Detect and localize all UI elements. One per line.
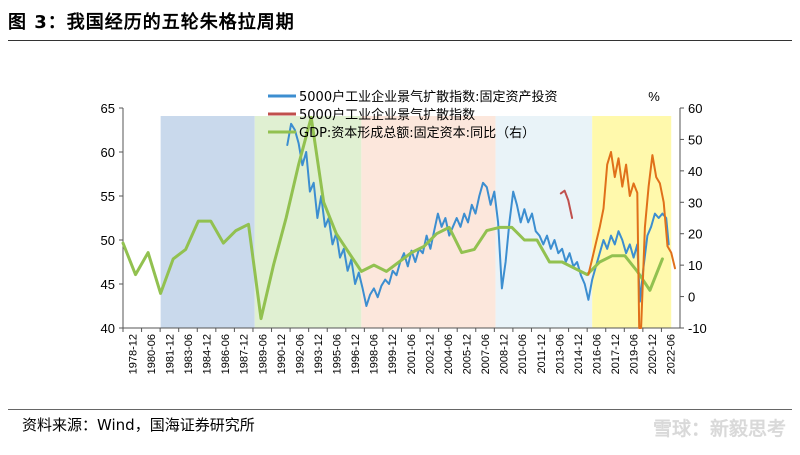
left-tick-label: 45 xyxy=(101,277,115,292)
right-tick-label: 60 xyxy=(688,101,702,116)
x-tick-label: 2010-06 xyxy=(517,334,529,374)
watermark-text: 雪球：新毅思考 xyxy=(652,418,786,440)
x-tick-label: 2007-06 xyxy=(480,334,492,374)
x-tick-label: 2014-12 xyxy=(573,334,585,374)
x-tick-label: 1987-12 xyxy=(239,334,251,374)
legend-label-1: 5000户工业企业景气扩散指数:固定资产投资 xyxy=(299,89,557,105)
x-tick-label: 1996-12 xyxy=(350,334,362,374)
right-axis-unit: % xyxy=(648,89,660,104)
cycle-band-5 xyxy=(592,116,672,328)
x-tick-label: 1986-06 xyxy=(220,334,232,374)
left-tick-label: 65 xyxy=(101,101,115,116)
footer-rule xyxy=(8,409,792,410)
x-tick-label: 1983-06 xyxy=(183,334,195,374)
right-tick-label: 10 xyxy=(688,258,702,273)
x-tick-label: 2017-12 xyxy=(610,334,622,374)
x-tick-label: 1993-12 xyxy=(313,334,325,374)
x-tick-label: 2005-12 xyxy=(461,334,473,374)
x-tick-label: 1984-12 xyxy=(202,334,214,374)
left-tick-label: 40 xyxy=(101,321,115,336)
x-tick-label: 2011-12 xyxy=(536,334,548,374)
left-tick-label: 60 xyxy=(101,145,115,160)
legend-label-3: GDP:资本形成总额:固定资本:同比（右） xyxy=(299,126,535,141)
series-line-4 xyxy=(587,151,676,329)
cycle-band-3 xyxy=(361,116,496,328)
right-tick-label: 50 xyxy=(688,132,702,147)
x-tick-label: 1981-12 xyxy=(164,334,176,374)
x-tick-label: 1989-06 xyxy=(257,334,269,374)
left-tick-label: 50 xyxy=(101,233,115,248)
right-tick-label: -10 xyxy=(688,321,707,336)
right-tick-label: 20 xyxy=(688,227,702,242)
left-tick-label: 55 xyxy=(101,189,115,204)
right-tick-label: 0 xyxy=(688,290,695,305)
x-tick-label: 2002-12 xyxy=(424,334,436,374)
x-tick-label: 2008-12 xyxy=(499,334,511,374)
legend-label-2: 5000户工业企业景气扩散指数 xyxy=(299,107,475,123)
x-tick-label: 2016-06 xyxy=(591,334,603,374)
cycle-band-2 xyxy=(254,116,362,328)
x-tick-label: 2022-06 xyxy=(666,334,678,374)
x-tick-label: 1999-12 xyxy=(387,334,399,374)
x-tick-label: 1995-06 xyxy=(332,334,344,374)
x-tick-label: 1980-06 xyxy=(146,334,158,374)
x-tick-label: 2019-06 xyxy=(629,334,641,374)
x-tick-label: 2020-12 xyxy=(647,334,659,374)
series-line-2 xyxy=(559,189,574,219)
title-rule xyxy=(8,40,792,41)
cycle-band-4 xyxy=(495,116,593,328)
x-tick-label: 1978-12 xyxy=(127,334,139,374)
x-tick-label: 2013-06 xyxy=(554,334,566,374)
right-tick-label: 30 xyxy=(688,195,702,210)
x-tick-label: 1990-12 xyxy=(276,334,288,374)
source-note: 资料来源：Wind，国海证券研究所 xyxy=(22,416,255,434)
series-line-1 xyxy=(286,122,670,307)
x-tick-label: 2004-06 xyxy=(443,334,455,374)
series-line-3 xyxy=(121,115,664,321)
x-tick-label: 1998-06 xyxy=(369,334,381,374)
x-tick-label: 2001-06 xyxy=(406,334,418,374)
x-tick-label: 1992-06 xyxy=(294,334,306,374)
figure-title: 图 3：我国经历的五轮朱格拉周期 xyxy=(8,12,295,33)
right-tick-label: 40 xyxy=(688,164,702,179)
